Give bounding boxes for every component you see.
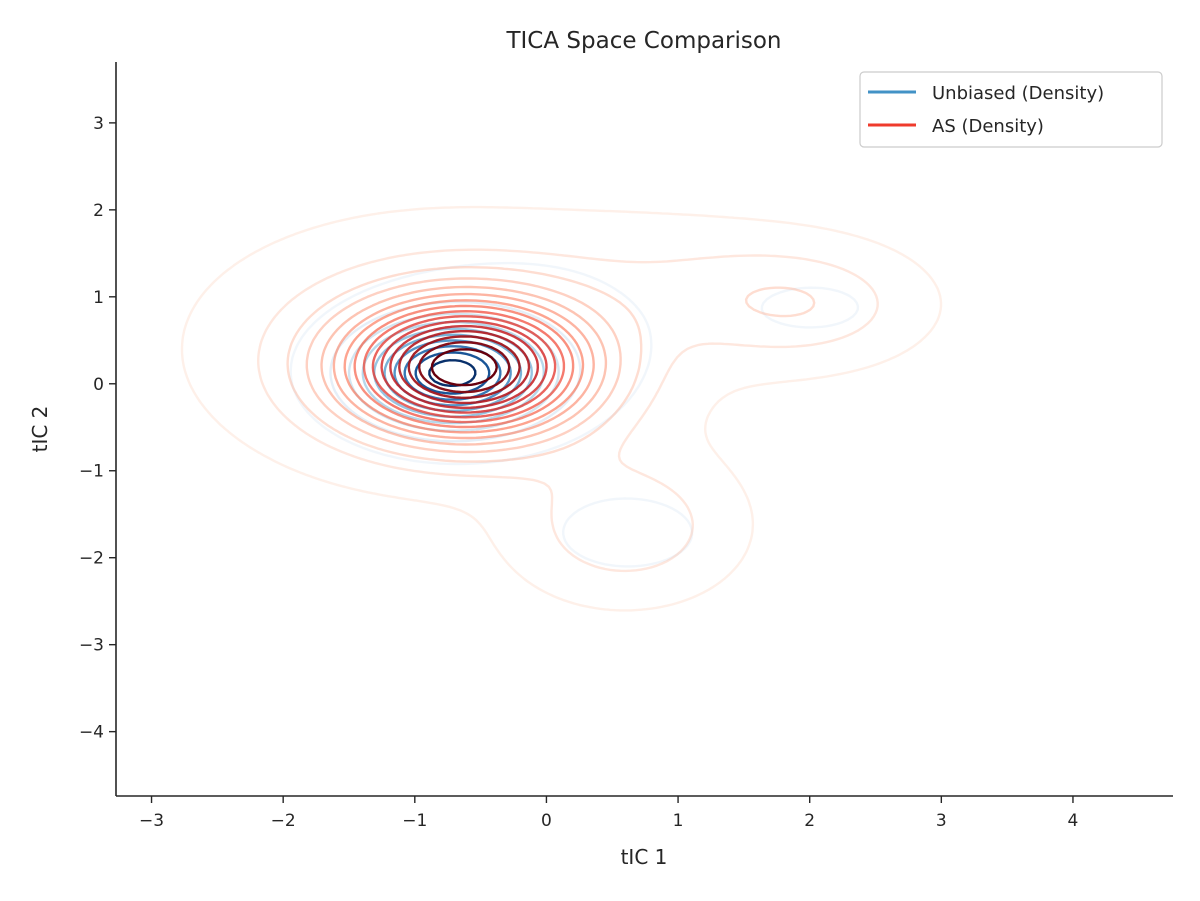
x-tick-label: 3 bbox=[936, 811, 947, 831]
as-density-contour-line bbox=[389, 324, 539, 409]
as-density-contour-line bbox=[257, 248, 879, 573]
as-density-contour-line bbox=[286, 266, 816, 463]
as-density-contour-line bbox=[430, 348, 498, 387]
as-density-contours bbox=[180, 205, 943, 612]
y-axis-label: tIC 2 bbox=[28, 406, 52, 453]
y-tick-label: 3 bbox=[93, 114, 104, 134]
y-tick-label: −4 bbox=[79, 723, 104, 743]
y-tick-label: 2 bbox=[93, 201, 104, 221]
y-tick-label: −2 bbox=[79, 549, 104, 569]
as-density-contour-line bbox=[371, 315, 557, 419]
as-density-contour-line bbox=[332, 292, 595, 440]
as-density-contour-line bbox=[407, 335, 521, 399]
y-tick-label: 1 bbox=[93, 288, 104, 308]
legend-frame bbox=[859, 71, 1163, 148]
as-density-contour-line bbox=[353, 304, 575, 429]
as-density-contour-line bbox=[180, 205, 943, 612]
as-density-contour-line bbox=[343, 299, 585, 434]
x-tick-label: 2 bbox=[804, 811, 815, 831]
x-tick-label: −1 bbox=[402, 811, 427, 831]
as-density-contour-line bbox=[380, 320, 548, 414]
x-ticks: −3 −2 −1 0 1 2 3 4 bbox=[139, 796, 1078, 831]
axes: −3 −2 −1 0 1 2 3 4 −4 −3 −2 −1 0 1 2 3 bbox=[79, 62, 1173, 831]
y-tick-label: 0 bbox=[93, 375, 104, 395]
y-ticks: −4 −3 −2 −1 0 1 2 3 bbox=[79, 114, 116, 743]
y-tick-label: −1 bbox=[79, 462, 104, 482]
as-density-contour-line bbox=[418, 341, 511, 394]
unbiased-density-contour-line bbox=[414, 351, 491, 395]
chart-title: TICA Space Comparison bbox=[505, 28, 781, 54]
as-density-contour-line bbox=[320, 285, 608, 446]
as-density-contour-line bbox=[362, 310, 566, 424]
x-tick-label: 0 bbox=[541, 811, 552, 831]
x-tick-label: −2 bbox=[271, 811, 296, 831]
unbiased-density-contour-line bbox=[428, 359, 477, 387]
as-density-contour-line bbox=[398, 329, 531, 405]
x-tick-label: 4 bbox=[1068, 811, 1079, 831]
legend: Unbiased (Density) AS (Density) bbox=[859, 71, 1163, 148]
legend-label-as: AS (Density) bbox=[932, 116, 1044, 137]
as-density-contour-line bbox=[305, 277, 622, 454]
x-tick-label: 1 bbox=[673, 811, 684, 831]
x-tick-label: −3 bbox=[139, 811, 164, 831]
legend-label-unbiased: Unbiased (Density) bbox=[932, 83, 1104, 104]
contour-layer bbox=[180, 205, 943, 612]
y-tick-label: −3 bbox=[79, 636, 104, 656]
unbiased-density-contour-line bbox=[289, 261, 860, 568]
x-axis-label: tIC 1 bbox=[621, 845, 668, 869]
